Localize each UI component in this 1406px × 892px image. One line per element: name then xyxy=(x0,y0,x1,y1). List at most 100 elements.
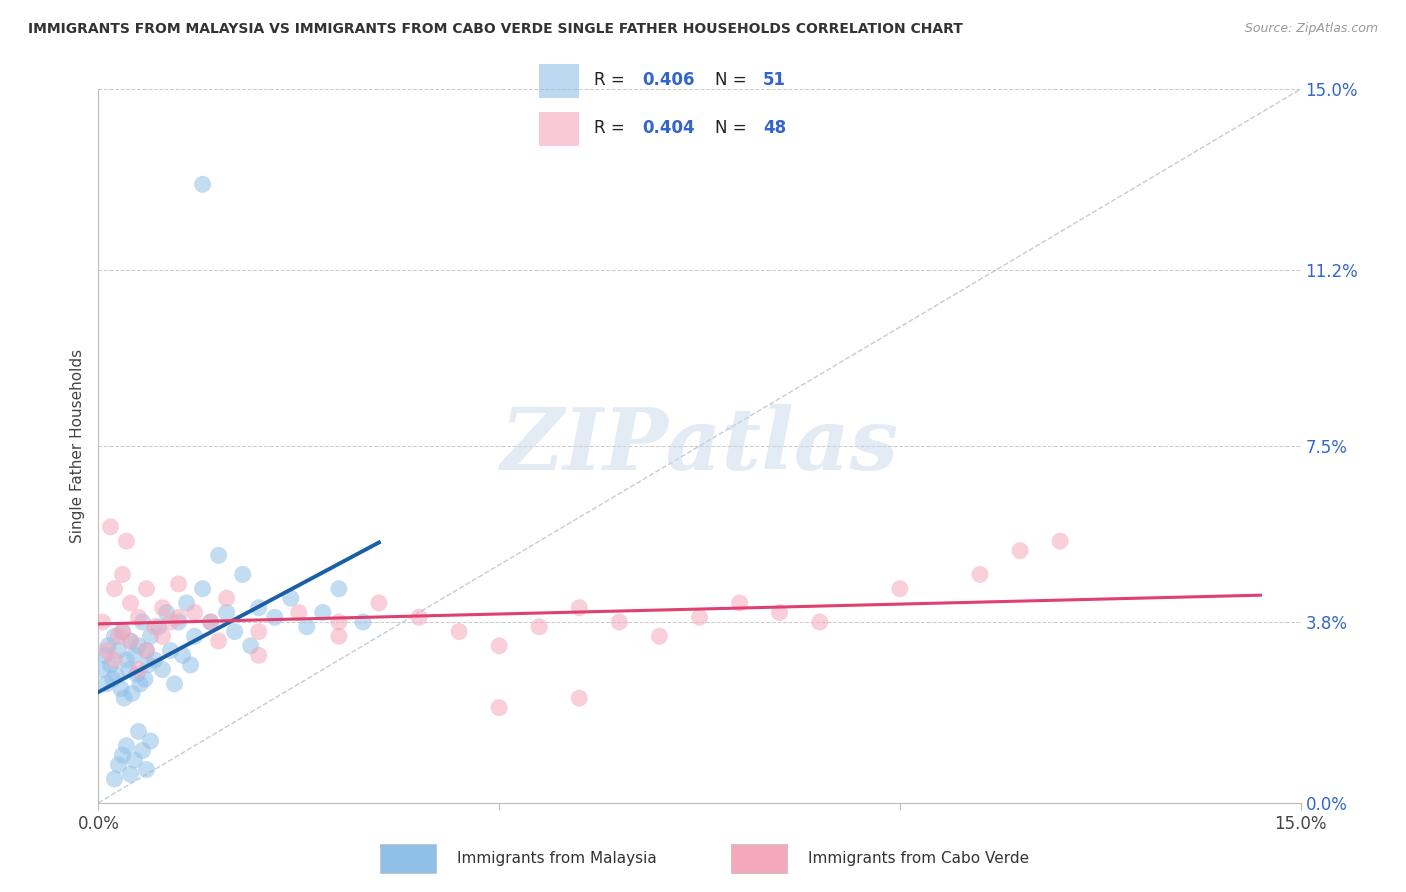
Point xyxy=(239,639,262,653)
Point xyxy=(408,610,430,624)
Point xyxy=(648,629,671,643)
Point xyxy=(368,596,391,610)
Point xyxy=(107,757,129,772)
Point xyxy=(100,520,122,534)
FancyBboxPatch shape xyxy=(540,64,579,97)
Point xyxy=(129,677,152,691)
Point xyxy=(167,577,190,591)
Point xyxy=(124,753,146,767)
Point xyxy=(280,591,302,606)
Point xyxy=(263,610,285,624)
Point xyxy=(328,629,350,643)
Text: ZIPatlas: ZIPatlas xyxy=(501,404,898,488)
Text: 51: 51 xyxy=(763,71,786,89)
Point xyxy=(103,629,125,643)
Point xyxy=(103,582,125,596)
FancyBboxPatch shape xyxy=(540,112,579,145)
Text: 0.406: 0.406 xyxy=(643,71,695,89)
Text: Immigrants from Cabo Verde: Immigrants from Cabo Verde xyxy=(808,851,1029,866)
Point xyxy=(808,615,831,629)
Point xyxy=(176,596,198,610)
Text: IMMIGRANTS FROM MALAYSIA VS IMMIGRANTS FROM CABO VERDE SINGLE FATHER HOUSEHOLDS : IMMIGRANTS FROM MALAYSIA VS IMMIGRANTS F… xyxy=(28,22,963,37)
Point xyxy=(328,582,350,596)
Text: Immigrants from Malaysia: Immigrants from Malaysia xyxy=(457,851,657,866)
Point xyxy=(152,663,174,677)
Point xyxy=(135,763,157,777)
Point xyxy=(1010,543,1032,558)
Point xyxy=(163,677,186,691)
Point xyxy=(152,629,174,643)
Point xyxy=(568,600,591,615)
Point xyxy=(152,600,174,615)
Bar xyxy=(731,844,787,873)
Point xyxy=(125,667,148,681)
Text: Source: ZipAtlas.com: Source: ZipAtlas.com xyxy=(1244,22,1378,36)
Point xyxy=(111,624,134,639)
Point xyxy=(94,648,117,663)
Point xyxy=(96,677,118,691)
Point xyxy=(328,615,350,629)
Point xyxy=(139,629,162,643)
Point xyxy=(120,596,142,610)
Point xyxy=(208,549,231,563)
Point xyxy=(143,653,166,667)
Point xyxy=(769,606,792,620)
Point xyxy=(159,615,181,629)
Point xyxy=(105,667,128,681)
Point xyxy=(120,767,142,781)
Point xyxy=(352,615,374,629)
Point xyxy=(224,624,246,639)
Point xyxy=(200,615,222,629)
Point xyxy=(247,648,270,663)
Point xyxy=(247,600,270,615)
Point xyxy=(118,663,141,677)
Point xyxy=(609,615,631,629)
Point xyxy=(143,620,166,634)
Point xyxy=(91,615,114,629)
Point xyxy=(167,615,190,629)
Point xyxy=(312,606,335,620)
Point xyxy=(115,534,138,549)
Text: 0.404: 0.404 xyxy=(643,120,695,137)
Point xyxy=(100,657,122,672)
Point xyxy=(101,672,124,686)
Point xyxy=(1049,534,1071,549)
Point xyxy=(128,724,150,739)
Point xyxy=(135,643,157,657)
Point xyxy=(136,657,159,672)
Point xyxy=(120,634,142,648)
Point xyxy=(124,648,146,663)
Text: R =: R = xyxy=(593,71,630,89)
Point xyxy=(131,615,153,629)
Point xyxy=(728,596,751,610)
Point xyxy=(969,567,991,582)
Point xyxy=(112,691,135,706)
Point xyxy=(148,620,170,634)
Point xyxy=(180,657,202,672)
Point xyxy=(247,624,270,639)
Point xyxy=(208,634,231,648)
Point xyxy=(889,582,911,596)
Point xyxy=(447,624,470,639)
Text: N =: N = xyxy=(714,71,752,89)
Point xyxy=(115,653,138,667)
Point xyxy=(139,734,162,748)
Point xyxy=(128,639,150,653)
Point xyxy=(111,567,134,582)
Text: 48: 48 xyxy=(763,120,786,137)
Point xyxy=(97,639,120,653)
Point xyxy=(128,610,150,624)
Point xyxy=(183,629,205,643)
Text: N =: N = xyxy=(714,120,752,137)
Point xyxy=(488,639,510,653)
Point xyxy=(689,610,711,624)
Point xyxy=(183,606,205,620)
Point xyxy=(232,567,254,582)
Point xyxy=(191,178,214,192)
Point xyxy=(172,648,194,663)
Point xyxy=(288,606,311,620)
Point xyxy=(159,643,181,657)
Point xyxy=(96,643,118,657)
Point xyxy=(110,681,132,696)
Point xyxy=(131,743,153,757)
